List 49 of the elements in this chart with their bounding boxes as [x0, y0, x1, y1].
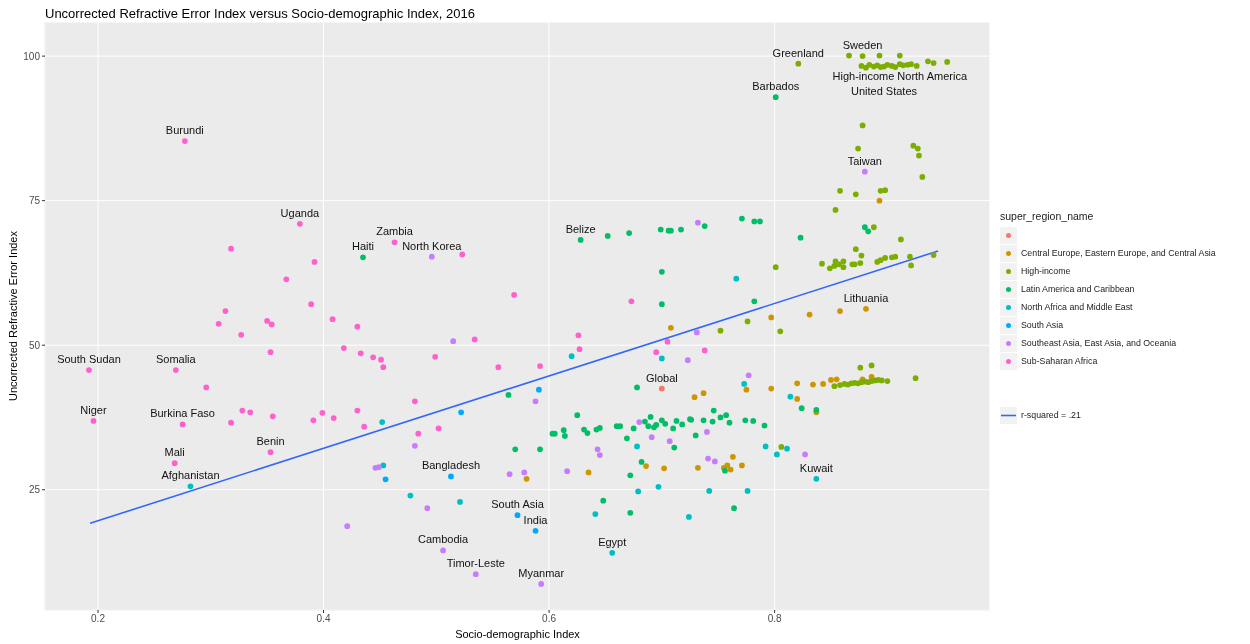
legend-label: High-income	[1021, 266, 1071, 276]
legend-title: super_region_name	[1000, 210, 1095, 222]
annotation: Benin	[256, 435, 285, 448]
chart-title: Uncorrected Refractive Error Index versus Socio-demographic Index, 2016	[45, 6, 475, 21]
x-tick-label: 0.8	[767, 613, 782, 625]
annotation: Cambodia	[418, 533, 470, 546]
annotation: Kuwait	[799, 461, 833, 474]
x-axis-title: Socio-demographic Index	[455, 628, 581, 640]
annotation: Zambia	[376, 225, 414, 238]
y-tick-label: 25	[28, 484, 41, 496]
annotation: Egypt	[598, 535, 627, 548]
annotation: Greenland	[772, 46, 824, 59]
annotation: Niger	[80, 403, 107, 416]
annotation: India	[523, 513, 549, 526]
annotation: Lithuania	[843, 291, 890, 304]
legend-label: r-squared = .21	[1021, 410, 1081, 420]
x-tick-label: 0.2	[91, 613, 106, 625]
y-tick-label: 50	[28, 339, 41, 351]
annotation: Burkina Faso	[150, 407, 215, 420]
annotation: High-income North America	[832, 70, 968, 83]
annotation: Taiwan	[847, 154, 882, 167]
annotation: Mali	[164, 446, 185, 459]
annotation: Barbados	[752, 80, 800, 93]
annotation: Burundi	[165, 124, 204, 137]
y-tick-label: 100	[23, 50, 41, 62]
annotation: North Korea	[402, 239, 463, 252]
annotation: Myanmar	[518, 566, 565, 579]
legend-label: South Asia	[1021, 320, 1064, 330]
annotation: Uganda	[280, 206, 320, 219]
y-axis-title: Uncorrected Refractive Error Index	[7, 230, 19, 401]
annotation: South Sudan	[57, 353, 121, 366]
annotation: Bangladesh	[421, 459, 481, 472]
annotation: Timor-Leste	[446, 557, 505, 570]
annotation: Sweden	[842, 39, 883, 52]
annotation: Belize	[565, 222, 596, 235]
annotation: Somalia	[155, 353, 197, 366]
annotation: Haiti	[352, 240, 375, 253]
legend-label: Southeast Asia, East Asia, and Oceania	[1021, 338, 1177, 348]
annotation: Afghanistan	[161, 469, 220, 482]
legend-label: North Africa and Middle East	[1021, 302, 1133, 312]
legend-label: Central Europe, Eastern Europe, and Central Asia	[1021, 248, 1216, 258]
annotation: South Asia	[491, 498, 545, 511]
x-tick-label: 0.4	[316, 613, 331, 625]
annotation: Global	[645, 371, 678, 384]
legend-label: Sub-Saharan Africa	[1021, 356, 1098, 366]
annotation: United States	[850, 84, 918, 97]
legend-label: Latin America and Caribbean	[1021, 284, 1135, 294]
x-tick-label: 0.6	[542, 613, 557, 625]
y-tick-label: 75	[28, 195, 41, 207]
